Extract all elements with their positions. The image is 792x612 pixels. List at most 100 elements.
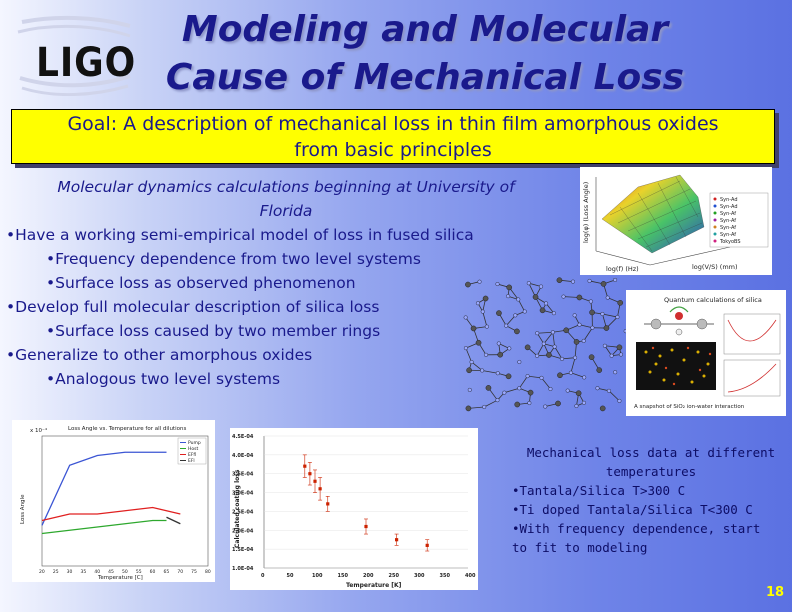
silica-atom [495,282,500,287]
silica-atom [570,279,575,284]
molecule-diagram-icon [644,306,714,336]
silica-bond [579,324,593,329]
mechanical-loss-notes: Mechanical loss data at different temper… [512,443,790,557]
silica-atom [555,400,561,407]
silica-atom [516,297,521,302]
silica-bond [482,370,498,374]
chart-right-x-tick: 100 [312,573,323,579]
silica-atom [617,300,624,306]
silica-atom [497,351,504,358]
silica-atom [482,404,487,409]
chart-left-series-line [41,506,181,522]
chart-right-x-tick: 0 [261,573,265,579]
chart-left-frame [41,435,209,567]
silica-atom [535,353,540,358]
sub-bullet-item: •Surface loss as observed phenomenon [46,274,356,292]
silica-atom [550,330,555,335]
bullet-list: Molecular dynamics calculations beginnin… [6,175,576,391]
chart-left-series-line [41,519,167,535]
silica-atom [484,324,489,329]
chart-right-y-tick: 1.5E-04 [232,547,254,553]
silica-atom [513,313,518,318]
chart-left-x-tick: 75 [191,569,197,575]
silica-atom [543,404,548,409]
surface-legend-item: TokyoBS [719,239,741,245]
chart-left-x-tick: 80 [205,569,211,575]
quantum-panel-title: Quantum calculations of silica [664,296,762,304]
quantum-calc-panel: Quantum calculations of silica A snapsho… [626,290,786,416]
silica-atom [590,325,595,330]
slide-title: Modeling and Molecular Cause of Mechanic… [135,6,715,102]
silica-atom [600,311,605,316]
silica-atom [548,386,553,391]
silica-atom [587,278,592,283]
silica-bond [517,299,526,312]
silica-bond [604,345,612,356]
surface-ylabel: log(V/S) (mm) [692,263,738,271]
silica-bond [570,357,576,373]
chart-right-axes: 1.0E-04 1.5E-04 2.0E-04 2.5E-04 3.0E-04 3.5E-… [232,434,476,579]
chart-left-x-tick: 30 [67,569,73,575]
silica-atom [617,398,622,403]
silica-atom [535,331,540,336]
chart-right-point [303,464,307,468]
quantum-panel-caption: A snapshot of SiO₂ ion-water interaction [634,404,745,410]
silica-atom [577,322,582,327]
chart-left-x-tick: 50 [122,569,128,575]
silica-atom [589,309,595,316]
silica-bond [552,332,556,347]
surface-legend-item: Syn-Af [720,218,736,224]
silica-atom [514,401,521,408]
chart-right-point [326,502,330,506]
silica-atom [561,294,566,299]
silica-atom [496,341,501,346]
mech-item: •Tantala/Silica T>300 C [512,483,686,498]
chart-right-point [364,524,368,529]
goal-line-1: Goal: A description of mechanical loss i… [67,113,719,135]
chart-left-x-tick: 25 [53,569,59,575]
sub-bullet-item: •Frequency dependence from two level sys… [46,250,421,268]
intro-line-1: Molecular dynamics calculations beginnin… [57,178,515,196]
silica-bond [583,327,593,342]
silica-atom [581,400,586,405]
silica-bond [484,399,498,408]
silica-atom [606,388,611,393]
silica-atom [467,387,472,392]
surface-zlabel: log(φ) (Loss Angle) [582,182,590,243]
silica-bond [570,372,585,378]
silica-atom [506,294,511,299]
bullet-item: •Have a working semi-empirical model of … [6,226,474,244]
mech-line-1: Mechanical loss data at different [526,445,776,460]
silica-atom [465,405,472,412]
surface-xlabel: log(f) (Hz) [606,265,639,273]
chart-right-y-tick: 4.0E-04 [232,453,254,459]
chart-left-x-tick: 40 [94,569,100,575]
chart-right-x-tick: 200 [363,573,374,579]
chart-right-point [425,543,429,547]
silica-atom [495,398,500,403]
chart-left-x-tick: 45 [108,569,114,575]
surface-legend-item: Syn-Af [720,211,736,217]
silica-atom [496,310,502,316]
coating-loss-chart: Calculated coating loss Temperature [K] … [230,428,478,590]
silica-atom [595,386,600,391]
silica-atom [475,339,482,346]
silica-atom [527,389,534,396]
chart-left-x-tick: 60 [150,569,156,575]
silica-atom [613,370,618,375]
silica-atom [470,325,477,332]
silica-atom [544,301,549,306]
silica-atom [557,372,563,379]
chart-right-x-tick: 150 [338,573,349,579]
silica-atom [600,281,607,287]
silica-bond [543,331,554,344]
bullet-item: •Generalize to other amorphous oxides [6,346,313,364]
silica-atom [541,341,546,346]
silica-atom [480,368,485,373]
chart-left-axes: 20 25 30 35 40 45 50 55 60 65 70 75 80 [39,435,211,575]
silica-atom [517,359,522,364]
silica-atom [485,385,492,391]
mech-line-2: temperatures [605,464,697,479]
ligo-logo: LIGO [14,14,135,96]
chart-right-x-tick: 250 [389,573,400,579]
